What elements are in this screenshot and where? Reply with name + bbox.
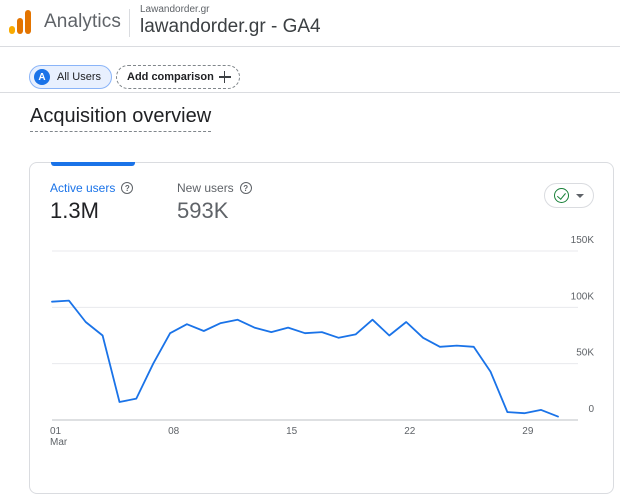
comparison-bar: A All Users Add comparison [0, 47, 620, 93]
y-tick-label: 100K [571, 291, 595, 302]
series-line [51, 299, 559, 418]
caret-down-icon [576, 193, 584, 198]
help-icon[interactable]: ? [121, 182, 134, 194]
property-selector[interactable]: lawandorder.gr - GA4 [140, 16, 321, 38]
page-title[interactable]: Acquisition overview [30, 105, 212, 132]
insights-status-button[interactable] [544, 183, 594, 208]
y-tick-label: 150K [571, 235, 595, 246]
x-tick-label: 08 [168, 426, 180, 437]
x-tick-label: 15 [286, 426, 298, 437]
account-name[interactable]: Lawandorder.gr [140, 4, 210, 15]
analytics-logo-icon[interactable] [9, 10, 31, 34]
all-users-segment-chip[interactable]: A All Users [29, 65, 113, 89]
metric-label: New users [177, 181, 234, 195]
property-name: lawandorder.gr - GA4 [140, 16, 321, 37]
segment-label: All Users [57, 71, 102, 83]
y-tick-label: 0 [588, 404, 594, 415]
x-tick-label: 29 [522, 426, 534, 437]
segment-avatar-icon: A [34, 69, 50, 85]
metric-value: 593K [177, 198, 229, 223]
add-comparison-button[interactable]: Add comparison [116, 65, 240, 89]
check-circle-icon [554, 188, 569, 203]
product-name: Analytics [44, 11, 121, 32]
add-comparison-label: Add comparison [127, 71, 214, 83]
metric-value: 1.3M [50, 198, 99, 223]
overview-card: Active users ? 1.3M New users ? 593K 150… [29, 162, 614, 494]
y-tick-label: 50K [576, 348, 594, 359]
help-icon[interactable]: ? [239, 182, 252, 194]
metric-label: Active users [50, 181, 116, 195]
metric-tab-new-users[interactable]: New users ? 593K [177, 181, 252, 224]
x-tick-sublabel: Mar [50, 437, 68, 448]
metric-tab-active-users[interactable]: Active users ? 1.3M [50, 181, 134, 224]
x-tick-label: 22 [404, 426, 416, 437]
selected-metric-indicator [51, 162, 135, 166]
top-app-bar: Analytics Lawandorder.gr lawandorder.gr … [0, 0, 620, 47]
plus-icon [218, 71, 231, 83]
x-tick-label: 01 [50, 426, 62, 437]
header-divider [129, 9, 130, 37]
